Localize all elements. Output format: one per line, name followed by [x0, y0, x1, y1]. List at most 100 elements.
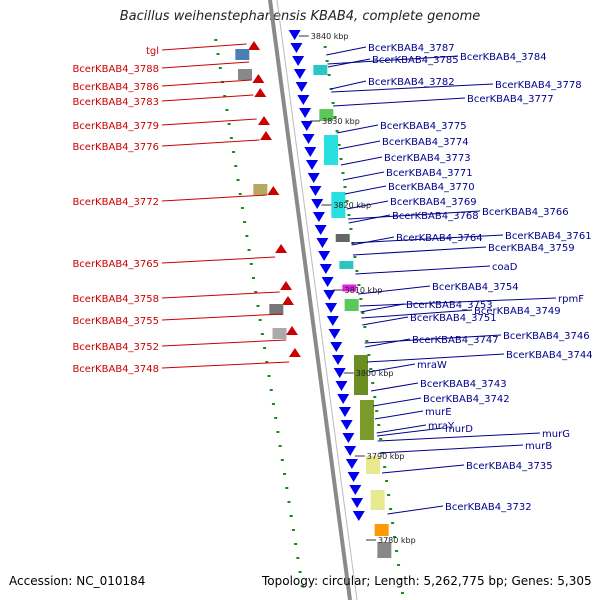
reverse-gene-arrow — [300, 121, 313, 131]
forward-gene-arrow — [286, 326, 298, 335]
right-gene-label: BcerKBAB4_3777 — [467, 94, 554, 105]
left-gene-label: BcerKBAB4_3765 — [72, 259, 159, 270]
reverse-gene-block — [377, 542, 392, 558]
right-gene-label: BcerKBAB4_3774 — [382, 137, 469, 148]
right-gene-label: BcerKBAB4_3771 — [386, 168, 473, 179]
reverse-gene-arrow — [302, 134, 315, 144]
scale-tick-label: 3820 kbp — [333, 201, 371, 210]
right-gene-label: rpmF — [558, 294, 584, 305]
reverse-gene-arrow — [314, 225, 327, 235]
reverse-gene-arrow — [312, 212, 325, 222]
reverse-gene-arrow — [316, 238, 329, 248]
right-leader-line — [359, 297, 557, 307]
right-gene-label: BcerKBAB4_3769 — [390, 197, 477, 208]
reverse-gene-block — [342, 284, 357, 292]
reverse-gene-arrow — [288, 30, 301, 40]
right-gene-label: coaD — [492, 262, 518, 273]
left-leader-line — [161, 291, 280, 299]
forward-gene-arrow — [275, 244, 288, 253]
forward-gene-arrow — [248, 41, 260, 50]
reverse-gene-arrow — [344, 446, 357, 456]
reverse-gene-arrow — [345, 459, 358, 469]
reverse-gene-arrow — [311, 199, 324, 209]
reverse-gene-arrow — [332, 355, 344, 365]
right-leader-line — [346, 200, 389, 210]
right-leader-line — [360, 303, 405, 313]
scale-tick-label: 3790 kbp — [367, 452, 405, 461]
right-leader-line — [361, 309, 473, 319]
right-gene-label: BcerKBAB4_3784 — [460, 52, 547, 63]
reverse-gene-block — [370, 490, 385, 510]
scale-tick-label: 3840 kbp — [311, 32, 349, 41]
reverse-gene-arrow — [304, 147, 317, 157]
right-gene-label: BcerKBAB4_3751 — [410, 313, 497, 324]
right-gene-label: BcerKBAB4_3759 — [488, 243, 575, 254]
right-gene-label: BcerKBAB4_3768 — [392, 211, 479, 222]
forward-gene-arrow — [288, 348, 301, 357]
right-leader-line — [367, 353, 505, 363]
reverse-gene-arrow — [323, 290, 336, 300]
right-leader-line — [338, 140, 381, 150]
right-leader-line — [327, 55, 459, 65]
reverse-gene-arrow — [352, 511, 365, 521]
reverse-gene-block — [360, 400, 374, 440]
reverse-gene-arrow — [333, 368, 346, 378]
reverse-gene-arrow — [328, 329, 341, 339]
reverse-gene-arrow — [306, 160, 318, 170]
reverse-gene-arrow — [309, 186, 322, 196]
right-leader-line — [362, 316, 409, 326]
reverse-gene-block — [354, 355, 368, 395]
right-leader-line — [381, 464, 465, 474]
right-gene-label: BcerKBAB4_3754 — [432, 282, 519, 293]
right-gene-label: BcerKBAB4_3744 — [506, 350, 593, 361]
reverse-gene-arrow — [349, 485, 362, 495]
reverse-gene-arrow — [293, 69, 306, 79]
left-gene-label: BcerKBAB4_3772 — [72, 197, 159, 208]
right-gene-label: mraY — [428, 421, 455, 432]
right-leader-line — [348, 214, 391, 224]
right-gene-label: BcerKBAB4_3747 — [412, 335, 499, 346]
right-gene-label: BcerKBAB4_3749 — [474, 306, 561, 317]
reverse-gene-block — [313, 65, 328, 75]
right-gene-label: BcerKBAB4_3743 — [420, 379, 507, 390]
left-gene-label: BcerKBAB4_3758 — [72, 294, 159, 305]
left-leader-line — [161, 118, 257, 126]
right-gene-label: BcerKBAB4_3746 — [503, 331, 590, 342]
left-gene-label: BcerKBAB4_3783 — [72, 97, 159, 108]
right-gene-label: BcerKBAB4_3753 — [406, 300, 493, 311]
reverse-gene-block — [339, 261, 354, 269]
reverse-gene-block — [331, 192, 346, 218]
forward-gene-block — [269, 304, 284, 315]
reverse-gene-arrow — [297, 95, 310, 105]
right-gene-label: BcerKBAB4_3787 — [368, 43, 455, 54]
scale-tick-label: 3810 kbp — [345, 286, 383, 295]
right-leader-line — [387, 505, 444, 515]
right-leader-line — [330, 80, 367, 90]
reverse-gene-arrow — [342, 433, 355, 443]
forward-gene-arrow — [267, 186, 280, 195]
reverse-gene-block — [324, 135, 338, 165]
right-gene-label: murG — [542, 429, 570, 440]
right-gene-label: BcerKBAB4_3761 — [505, 231, 592, 242]
reverse-gene-arrow — [295, 82, 308, 92]
left-gene-label: BcerKBAB4_3755 — [72, 316, 159, 327]
reverse-gene-arrow — [319, 264, 332, 274]
reverse-gene-arrow — [325, 303, 338, 313]
forward-gene-arrow — [252, 74, 265, 83]
reverse-gene-arrow — [335, 381, 348, 391]
right-leader-line — [340, 156, 383, 166]
right-leader-line — [352, 246, 487, 256]
right-gene-label: mraW — [417, 360, 447, 371]
right-gene-label: BcerKBAB4_3735 — [466, 461, 553, 472]
scale-tick-label: 3780 kbp — [378, 536, 416, 545]
left-leader-line — [161, 194, 267, 202]
backbone-inner-edge — [276, 0, 358, 600]
accession-label: Accession: NC_010184 — [9, 574, 146, 588]
right-gene-label: murB — [525, 441, 552, 452]
reverse-gene-arrow — [292, 56, 305, 66]
left-gene-label: BcerKBAB4_3788 — [72, 64, 159, 75]
forward-gene-block — [253, 184, 268, 195]
right-leader-line — [342, 171, 385, 181]
right-gene-label: BcerKBAB4_3770 — [388, 182, 475, 193]
left-leader-line — [161, 139, 260, 147]
